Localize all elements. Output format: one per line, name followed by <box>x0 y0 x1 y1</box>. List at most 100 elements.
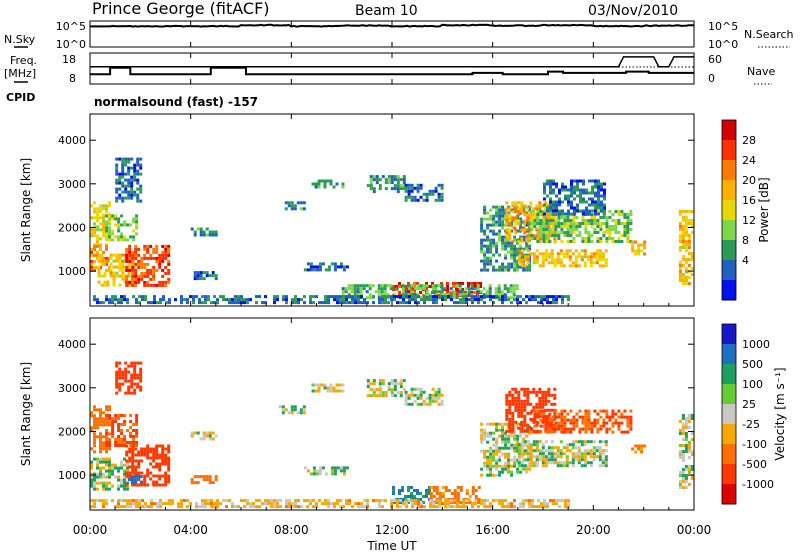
data-cell <box>135 301 138 305</box>
data-cell <box>168 502 171 506</box>
data-cell <box>150 505 153 509</box>
data-cell <box>211 481 215 485</box>
data-cell <box>580 464 584 468</box>
data-cell <box>544 455 548 459</box>
data-cell <box>134 283 138 287</box>
data-cell <box>559 258 563 262</box>
data-cell <box>130 364 134 368</box>
data-cell <box>492 431 496 435</box>
data-cell <box>541 264 545 268</box>
data-cell <box>678 240 682 243</box>
data-cell <box>523 204 527 208</box>
data-cell <box>569 418 573 422</box>
data-cell <box>202 475 206 479</box>
data-cell <box>132 444 136 447</box>
data-cell <box>526 207 530 211</box>
data-cell <box>620 430 624 434</box>
colorbar-segment <box>722 424 736 445</box>
data-cell <box>330 469 334 473</box>
data-cell <box>141 499 144 503</box>
data-cell <box>486 473 490 477</box>
data-cell <box>552 200 555 204</box>
x-tick-label: 00:00 <box>73 523 108 537</box>
data-cell <box>125 283 129 287</box>
data-cell <box>492 268 496 272</box>
data-cell <box>93 450 96 454</box>
data-cell <box>603 188 606 192</box>
data-cell <box>548 421 552 425</box>
data-cell <box>501 467 505 471</box>
data-cell <box>419 287 423 291</box>
data-cell <box>555 203 558 207</box>
data-cell <box>544 423 548 427</box>
data-cell <box>149 447 153 451</box>
data-cell <box>112 274 116 278</box>
data-cell <box>525 268 529 272</box>
data-cell <box>470 282 473 285</box>
data-cell <box>428 396 432 400</box>
data-cell <box>595 449 599 453</box>
data-cell <box>532 252 536 256</box>
data-cell <box>140 274 144 278</box>
data-cell <box>510 229 514 233</box>
data-cell <box>102 411 105 415</box>
data-cell <box>495 458 499 462</box>
data-cell <box>339 265 343 269</box>
data-cell <box>584 225 588 228</box>
data-cell <box>131 268 135 272</box>
data-cell <box>158 462 162 466</box>
data-cell <box>563 424 567 428</box>
data-cell <box>574 249 578 253</box>
data-cell <box>312 499 315 503</box>
data-cell <box>522 298 525 302</box>
data-cell <box>522 425 526 429</box>
data-cell <box>114 223 118 227</box>
data-cell <box>138 505 141 509</box>
data-cell <box>579 188 582 192</box>
data-cell <box>402 175 406 179</box>
data-cell <box>556 252 560 256</box>
data-cell <box>146 483 150 487</box>
data-cell <box>93 268 96 272</box>
data-cell <box>139 166 143 170</box>
data-cell <box>431 396 435 400</box>
data-cell <box>130 175 134 179</box>
data-cell <box>566 216 570 219</box>
data-cell <box>511 417 515 421</box>
data-cell <box>102 481 105 485</box>
data-cell <box>186 301 189 305</box>
data-cell <box>563 415 567 419</box>
data-cell <box>357 301 360 305</box>
data-cell <box>369 388 373 392</box>
data-cell <box>111 417 115 420</box>
data-cell <box>372 391 376 395</box>
data-cell <box>455 282 458 285</box>
data-cell <box>372 178 376 182</box>
data-cell <box>601 255 605 259</box>
data-cell <box>363 499 366 503</box>
data-cell <box>118 175 122 179</box>
data-cell <box>486 458 490 462</box>
data-cell <box>548 219 552 222</box>
data-cell <box>468 495 472 498</box>
data-cell <box>404 290 408 294</box>
data-cell <box>508 390 512 394</box>
data-cell <box>96 216 99 220</box>
data-cell <box>596 225 600 228</box>
data-cell <box>520 440 524 444</box>
data-cell <box>596 421 600 425</box>
data-cell <box>440 284 444 288</box>
data-cell <box>333 505 336 509</box>
data-cell <box>543 298 546 302</box>
data-cell <box>125 280 129 284</box>
data-cell <box>309 295 312 299</box>
data-cell <box>515 284 519 288</box>
data-cell <box>109 271 113 275</box>
data-cell <box>214 233 218 237</box>
data-cell <box>228 301 231 305</box>
data-cell <box>345 295 348 299</box>
data-cell <box>681 438 685 441</box>
data-cell <box>597 188 600 192</box>
data-cell <box>513 461 517 465</box>
